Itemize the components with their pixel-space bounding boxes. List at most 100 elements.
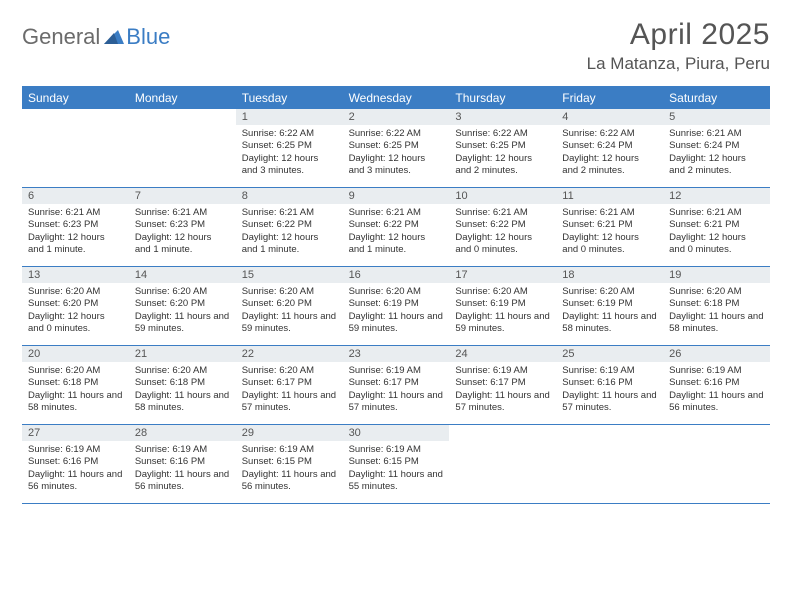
sunrise-text: Sunrise: 6:19 AM bbox=[562, 365, 657, 377]
calendar-cell bbox=[22, 109, 129, 187]
day-number: 15 bbox=[236, 267, 343, 283]
day-header-saturday: Saturday bbox=[663, 87, 770, 109]
calendar-cell: 18Sunrise: 6:20 AMSunset: 6:19 PMDayligh… bbox=[556, 267, 663, 345]
sunset-text: Sunset: 6:17 PM bbox=[455, 377, 550, 389]
logo-triangle-icon bbox=[104, 30, 124, 44]
day-number bbox=[556, 425, 663, 441]
calendar-cell: 16Sunrise: 6:20 AMSunset: 6:19 PMDayligh… bbox=[343, 267, 450, 345]
day-detail: Sunrise: 6:21 AMSunset: 6:23 PMDaylight:… bbox=[22, 204, 129, 260]
calendar-cell: 17Sunrise: 6:20 AMSunset: 6:19 PMDayligh… bbox=[449, 267, 556, 345]
day-number: 21 bbox=[129, 346, 236, 362]
logo-text-general: General bbox=[22, 24, 100, 50]
calendar-cell: 3Sunrise: 6:22 AMSunset: 6:25 PMDaylight… bbox=[449, 109, 556, 187]
day-number: 13 bbox=[22, 267, 129, 283]
calendar-cell: 21Sunrise: 6:20 AMSunset: 6:18 PMDayligh… bbox=[129, 346, 236, 424]
calendar-cell: 6Sunrise: 6:21 AMSunset: 6:23 PMDaylight… bbox=[22, 188, 129, 266]
calendar-week-row: 20Sunrise: 6:20 AMSunset: 6:18 PMDayligh… bbox=[22, 346, 770, 425]
daylight-text: Daylight: 11 hours and 58 minutes. bbox=[562, 311, 657, 336]
calendar-cell: 14Sunrise: 6:20 AMSunset: 6:20 PMDayligh… bbox=[129, 267, 236, 345]
daylight-text: Daylight: 11 hours and 57 minutes. bbox=[242, 390, 337, 415]
daylight-text: Daylight: 11 hours and 56 minutes. bbox=[135, 469, 230, 494]
day-detail: Sunrise: 6:20 AMSunset: 6:17 PMDaylight:… bbox=[236, 362, 343, 418]
title-block: April 2025 La Matanza, Piura, Peru bbox=[587, 18, 770, 74]
daylight-text: Daylight: 12 hours and 2 minutes. bbox=[455, 153, 550, 178]
sunrise-text: Sunrise: 6:20 AM bbox=[242, 286, 337, 298]
sunset-text: Sunset: 6:18 PM bbox=[135, 377, 230, 389]
day-header-thursday: Thursday bbox=[449, 87, 556, 109]
sunrise-text: Sunrise: 6:21 AM bbox=[135, 207, 230, 219]
sunrise-text: Sunrise: 6:20 AM bbox=[135, 365, 230, 377]
sunset-text: Sunset: 6:19 PM bbox=[349, 298, 444, 310]
day-detail: Sunrise: 6:22 AMSunset: 6:25 PMDaylight:… bbox=[449, 125, 556, 181]
sunset-text: Sunset: 6:23 PM bbox=[28, 219, 123, 231]
daylight-text: Daylight: 11 hours and 59 minutes. bbox=[135, 311, 230, 336]
day-detail: Sunrise: 6:19 AMSunset: 6:16 PMDaylight:… bbox=[663, 362, 770, 418]
sunrise-text: Sunrise: 6:20 AM bbox=[455, 286, 550, 298]
daylight-text: Daylight: 11 hours and 59 minutes. bbox=[349, 311, 444, 336]
calendar-cell bbox=[663, 425, 770, 503]
day-number: 14 bbox=[129, 267, 236, 283]
calendar-week-row: 6Sunrise: 6:21 AMSunset: 6:23 PMDaylight… bbox=[22, 188, 770, 267]
daylight-text: Daylight: 12 hours and 1 minute. bbox=[28, 232, 123, 257]
day-detail: Sunrise: 6:20 AMSunset: 6:19 PMDaylight:… bbox=[556, 283, 663, 339]
sunrise-text: Sunrise: 6:19 AM bbox=[669, 365, 764, 377]
daylight-text: Daylight: 11 hours and 58 minutes. bbox=[28, 390, 123, 415]
sunrise-text: Sunrise: 6:21 AM bbox=[349, 207, 444, 219]
sunset-text: Sunset: 6:24 PM bbox=[562, 140, 657, 152]
sunrise-text: Sunrise: 6:20 AM bbox=[562, 286, 657, 298]
sunset-text: Sunset: 6:22 PM bbox=[455, 219, 550, 231]
sunset-text: Sunset: 6:20 PM bbox=[135, 298, 230, 310]
daylight-text: Daylight: 12 hours and 3 minutes. bbox=[349, 153, 444, 178]
daylight-text: Daylight: 11 hours and 56 minutes. bbox=[28, 469, 123, 494]
calendar-cell: 10Sunrise: 6:21 AMSunset: 6:22 PMDayligh… bbox=[449, 188, 556, 266]
day-detail: Sunrise: 6:20 AMSunset: 6:20 PMDaylight:… bbox=[129, 283, 236, 339]
calendar-cell: 15Sunrise: 6:20 AMSunset: 6:20 PMDayligh… bbox=[236, 267, 343, 345]
calendar-cell: 29Sunrise: 6:19 AMSunset: 6:15 PMDayligh… bbox=[236, 425, 343, 503]
day-detail: Sunrise: 6:20 AMSunset: 6:20 PMDaylight:… bbox=[236, 283, 343, 339]
sunrise-text: Sunrise: 6:22 AM bbox=[349, 128, 444, 140]
day-detail: Sunrise: 6:19 AMSunset: 6:16 PMDaylight:… bbox=[22, 441, 129, 497]
day-detail: Sunrise: 6:21 AMSunset: 6:22 PMDaylight:… bbox=[343, 204, 450, 260]
sunset-text: Sunset: 6:25 PM bbox=[349, 140, 444, 152]
day-number: 20 bbox=[22, 346, 129, 362]
sunrise-text: Sunrise: 6:22 AM bbox=[242, 128, 337, 140]
sunset-text: Sunset: 6:17 PM bbox=[242, 377, 337, 389]
sunrise-text: Sunrise: 6:19 AM bbox=[455, 365, 550, 377]
daylight-text: Daylight: 11 hours and 56 minutes. bbox=[242, 469, 337, 494]
day-detail: Sunrise: 6:22 AMSunset: 6:25 PMDaylight:… bbox=[343, 125, 450, 181]
sunrise-text: Sunrise: 6:22 AM bbox=[455, 128, 550, 140]
sunset-text: Sunset: 6:18 PM bbox=[28, 377, 123, 389]
calendar-cell: 24Sunrise: 6:19 AMSunset: 6:17 PMDayligh… bbox=[449, 346, 556, 424]
day-detail: Sunrise: 6:22 AMSunset: 6:25 PMDaylight:… bbox=[236, 125, 343, 181]
daylight-text: Daylight: 11 hours and 59 minutes. bbox=[455, 311, 550, 336]
sunset-text: Sunset: 6:20 PM bbox=[242, 298, 337, 310]
day-number: 8 bbox=[236, 188, 343, 204]
day-detail: Sunrise: 6:20 AMSunset: 6:20 PMDaylight:… bbox=[22, 283, 129, 339]
daylight-text: Daylight: 12 hours and 2 minutes. bbox=[669, 153, 764, 178]
day-header-friday: Friday bbox=[556, 87, 663, 109]
day-number: 17 bbox=[449, 267, 556, 283]
day-detail: Sunrise: 6:19 AMSunset: 6:16 PMDaylight:… bbox=[556, 362, 663, 418]
day-detail: Sunrise: 6:19 AMSunset: 6:15 PMDaylight:… bbox=[236, 441, 343, 497]
sunrise-text: Sunrise: 6:20 AM bbox=[669, 286, 764, 298]
day-detail: Sunrise: 6:19 AMSunset: 6:17 PMDaylight:… bbox=[343, 362, 450, 418]
logo: General Blue bbox=[22, 24, 170, 50]
day-detail: Sunrise: 6:21 AMSunset: 6:23 PMDaylight:… bbox=[129, 204, 236, 260]
day-number: 16 bbox=[343, 267, 450, 283]
day-detail: Sunrise: 6:20 AMSunset: 6:19 PMDaylight:… bbox=[449, 283, 556, 339]
sunset-text: Sunset: 6:25 PM bbox=[242, 140, 337, 152]
calendar-cell: 9Sunrise: 6:21 AMSunset: 6:22 PMDaylight… bbox=[343, 188, 450, 266]
sunset-text: Sunset: 6:21 PM bbox=[669, 219, 764, 231]
day-detail: Sunrise: 6:20 AMSunset: 6:18 PMDaylight:… bbox=[22, 362, 129, 418]
sunrise-text: Sunrise: 6:22 AM bbox=[562, 128, 657, 140]
day-detail: Sunrise: 6:20 AMSunset: 6:18 PMDaylight:… bbox=[663, 283, 770, 339]
daylight-text: Daylight: 12 hours and 0 minutes. bbox=[455, 232, 550, 257]
calendar-cell: 20Sunrise: 6:20 AMSunset: 6:18 PMDayligh… bbox=[22, 346, 129, 424]
daylight-text: Daylight: 12 hours and 3 minutes. bbox=[242, 153, 337, 178]
calendar-cell: 12Sunrise: 6:21 AMSunset: 6:21 PMDayligh… bbox=[663, 188, 770, 266]
sunset-text: Sunset: 6:16 PM bbox=[28, 456, 123, 468]
day-number: 24 bbox=[449, 346, 556, 362]
sunset-text: Sunset: 6:16 PM bbox=[669, 377, 764, 389]
sunset-text: Sunset: 6:20 PM bbox=[28, 298, 123, 310]
calendar-cell: 30Sunrise: 6:19 AMSunset: 6:15 PMDayligh… bbox=[343, 425, 450, 503]
